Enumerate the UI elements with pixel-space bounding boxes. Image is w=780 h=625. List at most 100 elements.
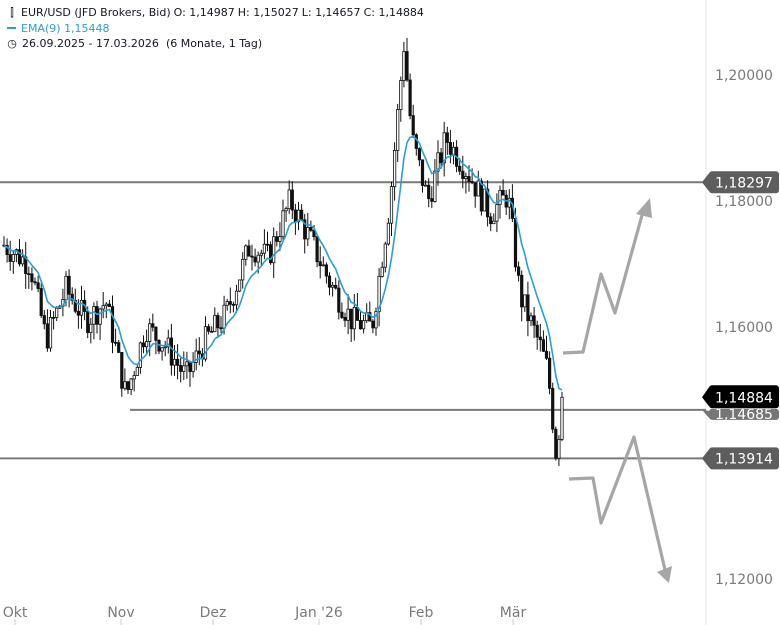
candle-body (318, 261, 322, 267)
candle-body (371, 320, 375, 329)
candle-body (70, 293, 74, 301)
candle-body (166, 337, 170, 348)
candle-body (163, 346, 167, 349)
candle-body (237, 279, 242, 292)
open-value: O: 1,14987 (173, 6, 235, 19)
candle-body (151, 323, 155, 328)
candle-body (482, 188, 487, 212)
candle-body (433, 170, 437, 202)
candle-body (436, 152, 440, 172)
candle-body (256, 254, 260, 263)
candle-body (442, 132, 446, 164)
candle-body (55, 307, 59, 318)
candle-body (48, 316, 53, 349)
candle-body (42, 315, 46, 325)
low-value: L: 1,14657 (301, 6, 361, 19)
candle-body (39, 288, 43, 316)
candle-body (290, 189, 294, 211)
candle-body (405, 51, 409, 81)
candle-body (293, 209, 298, 223)
candle-body (216, 315, 220, 329)
candle-body (321, 264, 325, 267)
candle-body (172, 358, 177, 366)
candle-body (182, 365, 186, 372)
ema-row: EMA(9) 1,15448 (6, 21, 427, 37)
candle-body (439, 152, 443, 164)
candle-body (64, 275, 68, 300)
candle-body (17, 249, 22, 265)
time-tick-label: Nov (107, 605, 134, 621)
candle-body (278, 236, 282, 242)
price-label-text: 1,18297 (715, 175, 773, 191)
price-label-box (709, 447, 779, 470)
price-axis: 1,20000 1,18000 1,16000 1,12000 (715, 68, 773, 588)
ema-value: 1,15448 (64, 21, 110, 35)
price-label-box (709, 408, 779, 420)
price-label-pointer (702, 387, 709, 407)
symbol-name: EUR/USD (JFD Brokers, Bid) (21, 6, 171, 19)
candle-body (349, 308, 353, 330)
candle-body (30, 273, 34, 283)
candle-body (402, 51, 406, 81)
candle-body (104, 303, 108, 307)
candle-body (296, 209, 301, 223)
candle-body (334, 284, 338, 289)
candle-body (312, 230, 316, 238)
candle-body (219, 327, 223, 330)
candle-body (430, 198, 434, 202)
candle-body (538, 336, 542, 341)
ema-label: EMA(9) (21, 21, 61, 35)
candle-body (272, 236, 276, 264)
candle-body (175, 358, 180, 366)
candle-body (265, 243, 270, 246)
candle-body (203, 326, 208, 360)
candle-body (513, 217, 518, 268)
candle-body (206, 326, 211, 332)
candle-body (541, 339, 546, 352)
candle-body (244, 245, 248, 260)
price-label-box (709, 171, 779, 194)
candle-body (86, 311, 90, 333)
candle-body (523, 294, 527, 308)
candle-body (231, 303, 235, 306)
candle-body (464, 176, 468, 179)
candle-body (27, 273, 31, 276)
candle-body (126, 381, 130, 390)
candle-body (5, 244, 9, 256)
candle-body (352, 306, 356, 330)
candle-body (123, 381, 127, 389)
candle-body (448, 142, 453, 155)
range-detail: (6 Monate, 1 Tag) (165, 37, 263, 50)
close-value: C: 1,14884 (363, 6, 424, 19)
candle-body (473, 182, 477, 197)
candle-body (423, 184, 428, 187)
candle-body (520, 274, 524, 308)
candle-body (253, 256, 257, 263)
candle-body (114, 341, 118, 344)
candle-body (324, 264, 329, 277)
candle-body (299, 209, 304, 221)
candle-body (110, 306, 115, 343)
ema-line-icon (7, 27, 16, 30)
candle-body (169, 337, 173, 366)
candle-body (222, 304, 226, 329)
candle-body (268, 244, 273, 264)
candle-body (250, 255, 254, 258)
candle-body (560, 396, 564, 440)
candle-body (476, 180, 480, 197)
candle-body (532, 315, 536, 326)
candle-body (346, 308, 350, 321)
candle-body (11, 253, 15, 262)
candle-body (52, 316, 56, 319)
candle-body (529, 315, 533, 322)
candle-body (117, 342, 121, 353)
candle-body (197, 350, 201, 355)
candle-body (275, 236, 279, 242)
candle-body (361, 320, 366, 330)
candle-body (281, 210, 285, 238)
candle-body (160, 347, 164, 352)
candle-body (544, 350, 549, 359)
bearish-scenario-arrow (568, 435, 668, 575)
bullish-scenario-arrow (562, 207, 646, 355)
